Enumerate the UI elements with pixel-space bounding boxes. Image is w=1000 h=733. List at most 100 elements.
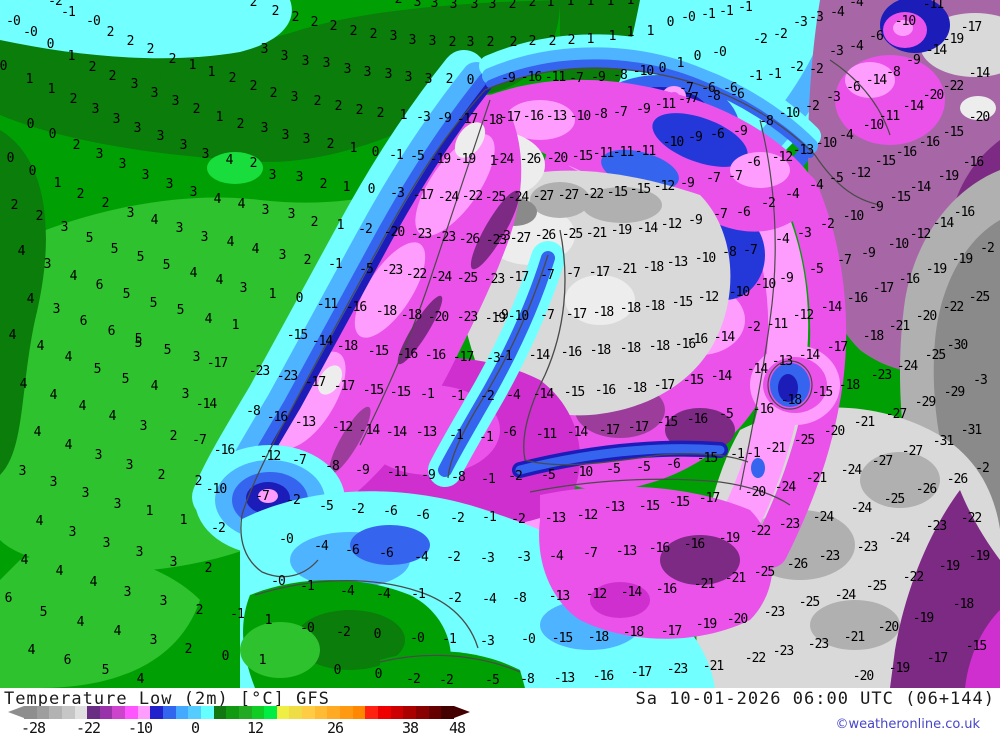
temp-value-label: -8	[759, 113, 774, 129]
temp-value-label: 4	[237, 196, 246, 212]
temp-value-label: -27	[509, 230, 532, 246]
temp-value-label: -14	[566, 424, 589, 440]
temp-value-label: 4	[150, 212, 159, 228]
temp-value-label: 3	[102, 535, 111, 551]
temp-value-label: 0	[0, 58, 7, 74]
temp-value-label: -17	[565, 306, 588, 322]
temp-value-label: -18	[400, 307, 423, 323]
temp-value-label: 3	[278, 247, 287, 263]
temp-value-label: -29	[943, 384, 966, 400]
temp-value-label: -2	[508, 468, 523, 484]
temp-value-label: -9	[869, 199, 884, 215]
temp-value-label: -23	[276, 368, 299, 384]
temp-value-label: -9	[688, 212, 703, 228]
colorbar-segment	[49, 706, 62, 719]
temp-value-label: -16	[594, 382, 617, 398]
temp-value-label: 2	[271, 3, 280, 19]
temp-value-label: 3	[389, 28, 398, 44]
temp-value-label: -9	[355, 462, 370, 478]
temp-value-label: 2	[291, 9, 300, 25]
colorbar-segment	[390, 706, 404, 719]
temp-value-label: 1	[349, 140, 358, 156]
temp-value-label: -8	[246, 403, 261, 419]
temp-value-label: -15	[629, 181, 652, 197]
temp-value-label: 3	[52, 301, 61, 317]
temp-value-label: -27	[871, 453, 894, 469]
map-title: Temperature Low (2m) [°C] GFS	[4, 689, 330, 709]
temp-value-label: 2	[349, 23, 358, 39]
temp-value-label: -15	[638, 498, 661, 514]
temp-value-label: 2	[448, 34, 457, 50]
temp-value-label: -1	[479, 429, 494, 445]
temp-value-label: -1	[450, 388, 465, 404]
temp-value-label: -3	[829, 43, 844, 59]
colorbar-tick: -10	[127, 719, 153, 733]
temp-value-label: 2	[528, 33, 537, 49]
temp-value-label: 0	[666, 14, 675, 30]
temp-value-label: -15	[286, 327, 309, 343]
temp-value-label: 0	[367, 181, 376, 197]
temp-value-label: 2	[146, 41, 155, 57]
temp-value-label: 1	[546, 0, 555, 10]
temp-value-label: 1	[264, 612, 273, 628]
temp-value-label: -17	[630, 664, 653, 680]
temp-value-label: -2	[406, 671, 421, 687]
temp-value-label: -9	[779, 270, 794, 286]
temp-value-label: -14	[968, 65, 991, 81]
temp-value-label: 3	[281, 127, 290, 143]
map-datetime: Sa 10-01-2026 06:00 UTC (06+144)	[635, 689, 995, 709]
colorbar-segment	[226, 706, 239, 719]
temp-value-label: 3	[287, 206, 296, 222]
temp-value-label: -4	[849, 38, 864, 54]
colorbar-tick: 38	[401, 719, 419, 733]
temp-value-label: 0	[658, 60, 667, 76]
temp-value-label: -24	[812, 509, 835, 525]
temp-value-label: -3	[480, 633, 495, 649]
temp-value-label: -7	[837, 252, 852, 268]
temp-value-label: 5	[110, 241, 119, 257]
temp-value-label: 1	[626, 24, 635, 40]
temp-value-label: -20	[968, 109, 991, 125]
temp-value-label: -11	[634, 143, 657, 159]
temp-value-label: -27	[901, 443, 924, 459]
temp-value-label: -16	[752, 401, 775, 417]
temp-value-label: 3	[290, 89, 299, 105]
temp-value-label: -8	[520, 671, 535, 687]
temp-value-label: -5	[485, 672, 500, 688]
temp-value-label: -22	[744, 650, 767, 666]
temp-value-label: -2	[336, 624, 351, 640]
temp-value-label: 4	[8, 327, 17, 343]
temp-value-label: -2	[975, 460, 990, 476]
temp-value-label: -17	[304, 374, 327, 390]
temp-value-label: -19	[454, 151, 477, 167]
colorbar-segment	[238, 706, 252, 719]
temp-value-label: -20	[852, 668, 875, 684]
temp-value-label: -12	[660, 216, 683, 232]
temp-value-label: -2	[761, 195, 776, 211]
temp-value-label: -4	[506, 387, 521, 403]
temp-value-label: -20	[726, 611, 749, 627]
colorbar-segment	[24, 706, 37, 719]
temp-value-label: -14	[311, 333, 334, 349]
temp-value-label: -9	[906, 52, 921, 68]
temp-value-label: -3	[486, 350, 501, 366]
temp-value-label: 3	[18, 463, 27, 479]
temp-value-label: -18	[619, 300, 642, 316]
temp-value-label: 4	[69, 268, 78, 284]
temp-value-label: -12	[259, 448, 282, 464]
temp-value-label: 1	[676, 55, 685, 71]
temp-value-label: -25	[753, 564, 776, 580]
temp-value-label: -17	[926, 650, 949, 666]
temp-value-label: -27	[532, 188, 555, 204]
temp-value-label: -16	[345, 299, 368, 315]
temp-value-label: 2	[313, 93, 322, 109]
temp-value-label: -15	[571, 148, 594, 164]
temp-value-label: 3	[175, 220, 184, 236]
temp-value-label: -15	[965, 638, 988, 654]
colorbar-segments	[24, 706, 454, 719]
temp-value-label: 3	[181, 386, 190, 402]
temp-value-label: -1	[767, 66, 782, 82]
temp-value-label: -21	[693, 576, 716, 592]
temp-value-label: -5	[719, 406, 734, 422]
temp-value-label: -0	[521, 631, 536, 647]
